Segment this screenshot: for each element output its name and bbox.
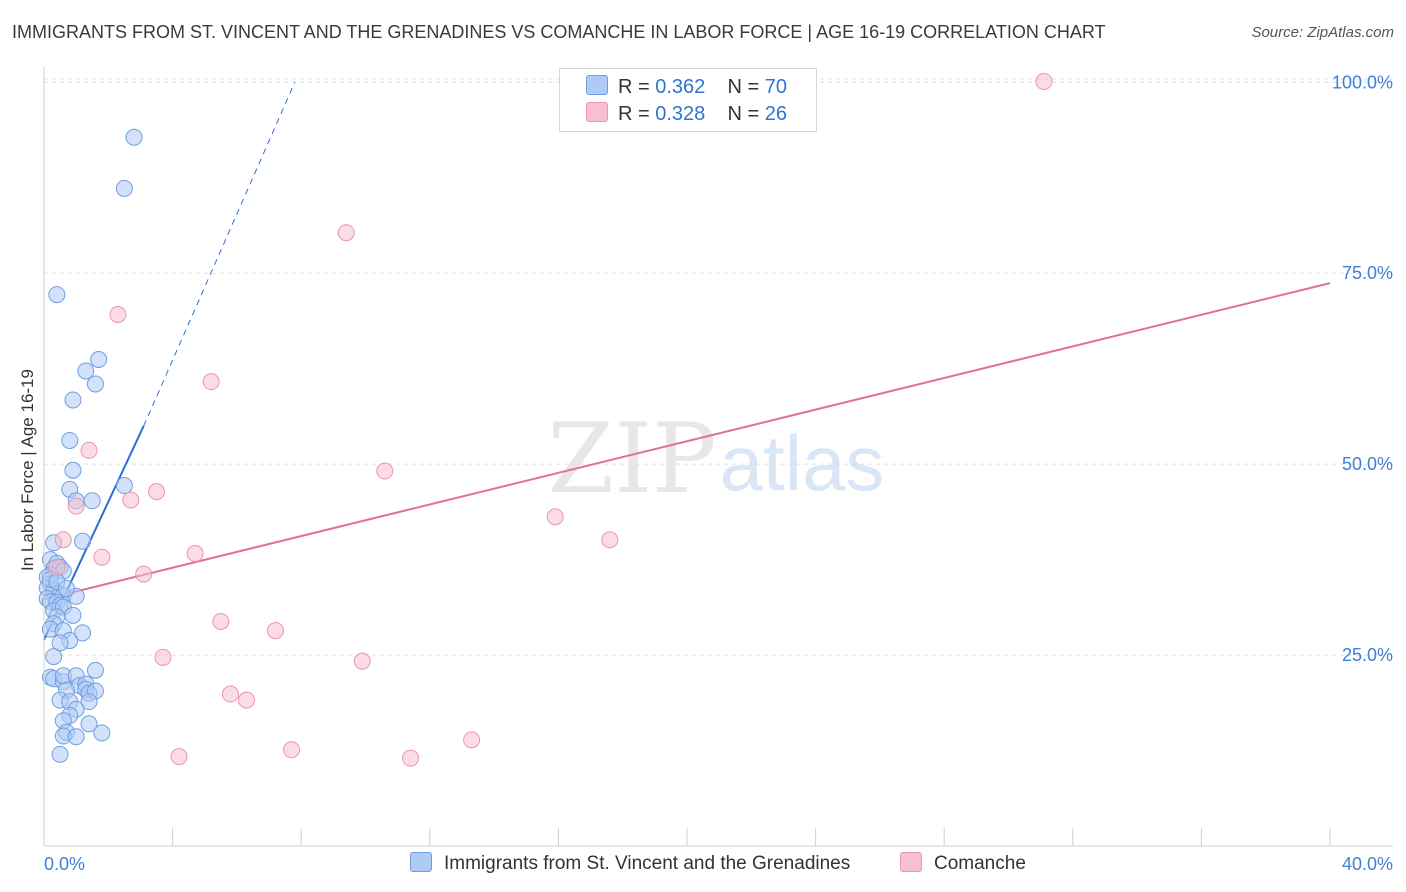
trendline-pink xyxy=(43,282,1331,601)
trendline-blue-dashed xyxy=(143,82,296,427)
series-legend-swatch-pink xyxy=(900,852,922,872)
axis-layer xyxy=(43,67,1393,847)
data-point-pink xyxy=(135,565,153,583)
data-point-pink xyxy=(48,558,66,576)
tick-label-layer: 25.0% 50.0% 75.0% 100.0% 0.0% 40.0% xyxy=(44,72,1393,874)
series-legend-label: Comanche xyxy=(934,853,1026,874)
data-point-pink xyxy=(170,748,188,766)
data-point-blue xyxy=(115,179,133,197)
data-point-blue xyxy=(125,128,143,146)
source-label: Source: ZipAtlas.com xyxy=(1251,24,1394,41)
grid-layer xyxy=(44,78,1394,656)
trendline-layer xyxy=(43,82,1331,641)
data-point-pink xyxy=(283,741,301,759)
data-point-blue xyxy=(74,532,92,550)
data-point-blue xyxy=(45,648,63,666)
data-point-pink xyxy=(212,612,230,630)
data-point-blue xyxy=(67,728,85,746)
data-point-blue xyxy=(77,362,95,380)
legend-swatch-pink xyxy=(586,102,608,122)
data-point-pink xyxy=(186,544,204,562)
legend-r-value: 0.362 xyxy=(655,76,706,98)
legend-swatch-blue xyxy=(586,75,608,95)
legend-r-label: R = xyxy=(618,103,656,125)
data-point-blue xyxy=(90,351,108,369)
data-point-blue xyxy=(86,661,104,679)
data-point-blue xyxy=(74,624,92,642)
data-point-blue xyxy=(83,492,101,510)
data-point-pink xyxy=(238,691,256,709)
y-tick-label: 50.0% xyxy=(1342,454,1393,474)
x-tick-label: 40.0% xyxy=(1342,854,1393,874)
data-point-blue xyxy=(64,391,82,409)
y-tick-label: 100.0% xyxy=(1332,72,1393,92)
data-point-pink xyxy=(154,648,172,666)
points-layer xyxy=(38,73,1053,767)
data-point-blue xyxy=(86,375,104,393)
data-point-pink xyxy=(148,483,166,501)
y-tick-label: 25.0% xyxy=(1342,645,1393,665)
data-point-pink xyxy=(122,491,140,509)
watermark-zip: ZIP xyxy=(547,403,716,515)
data-point-pink xyxy=(337,224,355,242)
legend-n-value: 26 xyxy=(764,103,788,125)
data-point-pink xyxy=(202,373,220,391)
legend-n-label: N = xyxy=(727,76,765,98)
data-point-blue xyxy=(51,745,69,763)
series-legend-pink: Comanche xyxy=(900,852,1026,878)
series-legend-label: Immigrants from St. Vincent and the Gren… xyxy=(444,853,851,874)
data-point-blue xyxy=(64,461,82,479)
correlation-legend: R = 0.362 N = 70 R = 0.328 N = 26 xyxy=(559,68,817,132)
data-point-blue xyxy=(80,693,98,711)
x-tick-label: 0.0% xyxy=(44,854,85,874)
legend-row-pink: R = 0.328 N = 26 xyxy=(586,102,787,126)
data-point-blue xyxy=(93,724,111,742)
data-point-pink xyxy=(1035,73,1053,91)
data-point-pink xyxy=(601,531,619,549)
y-axis-label: In Labor Force | Age 16-19 xyxy=(18,369,37,571)
y-tick-label: 75.0% xyxy=(1342,263,1393,283)
legend-r-value: 0.328 xyxy=(655,103,706,125)
legend-r-label: R = xyxy=(618,76,656,98)
data-point-pink xyxy=(109,305,127,323)
data-point-blue xyxy=(64,606,82,624)
series-legend-swatch-blue xyxy=(410,852,432,872)
data-point-pink xyxy=(546,508,564,526)
data-point-pink xyxy=(80,441,98,459)
data-point-blue xyxy=(115,477,133,495)
data-point-pink xyxy=(54,531,72,549)
data-point-blue xyxy=(58,580,76,598)
data-point-blue xyxy=(80,715,98,733)
data-point-pink xyxy=(221,685,239,703)
data-point-blue xyxy=(61,431,79,449)
data-point-blue xyxy=(48,286,66,304)
legend-n-value: 70 xyxy=(764,76,788,98)
data-point-pink xyxy=(266,622,284,640)
data-point-pink xyxy=(353,652,371,670)
chart-title: IMMIGRANTS FROM ST. VINCENT AND THE GREN… xyxy=(12,22,1106,42)
data-point-pink xyxy=(463,731,481,749)
legend-n-label: N = xyxy=(727,103,765,125)
data-point-pink xyxy=(67,497,85,515)
watermark-atlas: atlas xyxy=(720,419,885,507)
series-legend-blue: Immigrants from St. Vincent and the Gren… xyxy=(410,852,850,878)
data-point-pink xyxy=(402,749,420,767)
data-point-blue xyxy=(51,634,69,652)
legend-row-blue: R = 0.362 N = 70 xyxy=(586,75,787,99)
data-point-pink xyxy=(93,548,111,566)
data-point-pink xyxy=(376,462,394,480)
